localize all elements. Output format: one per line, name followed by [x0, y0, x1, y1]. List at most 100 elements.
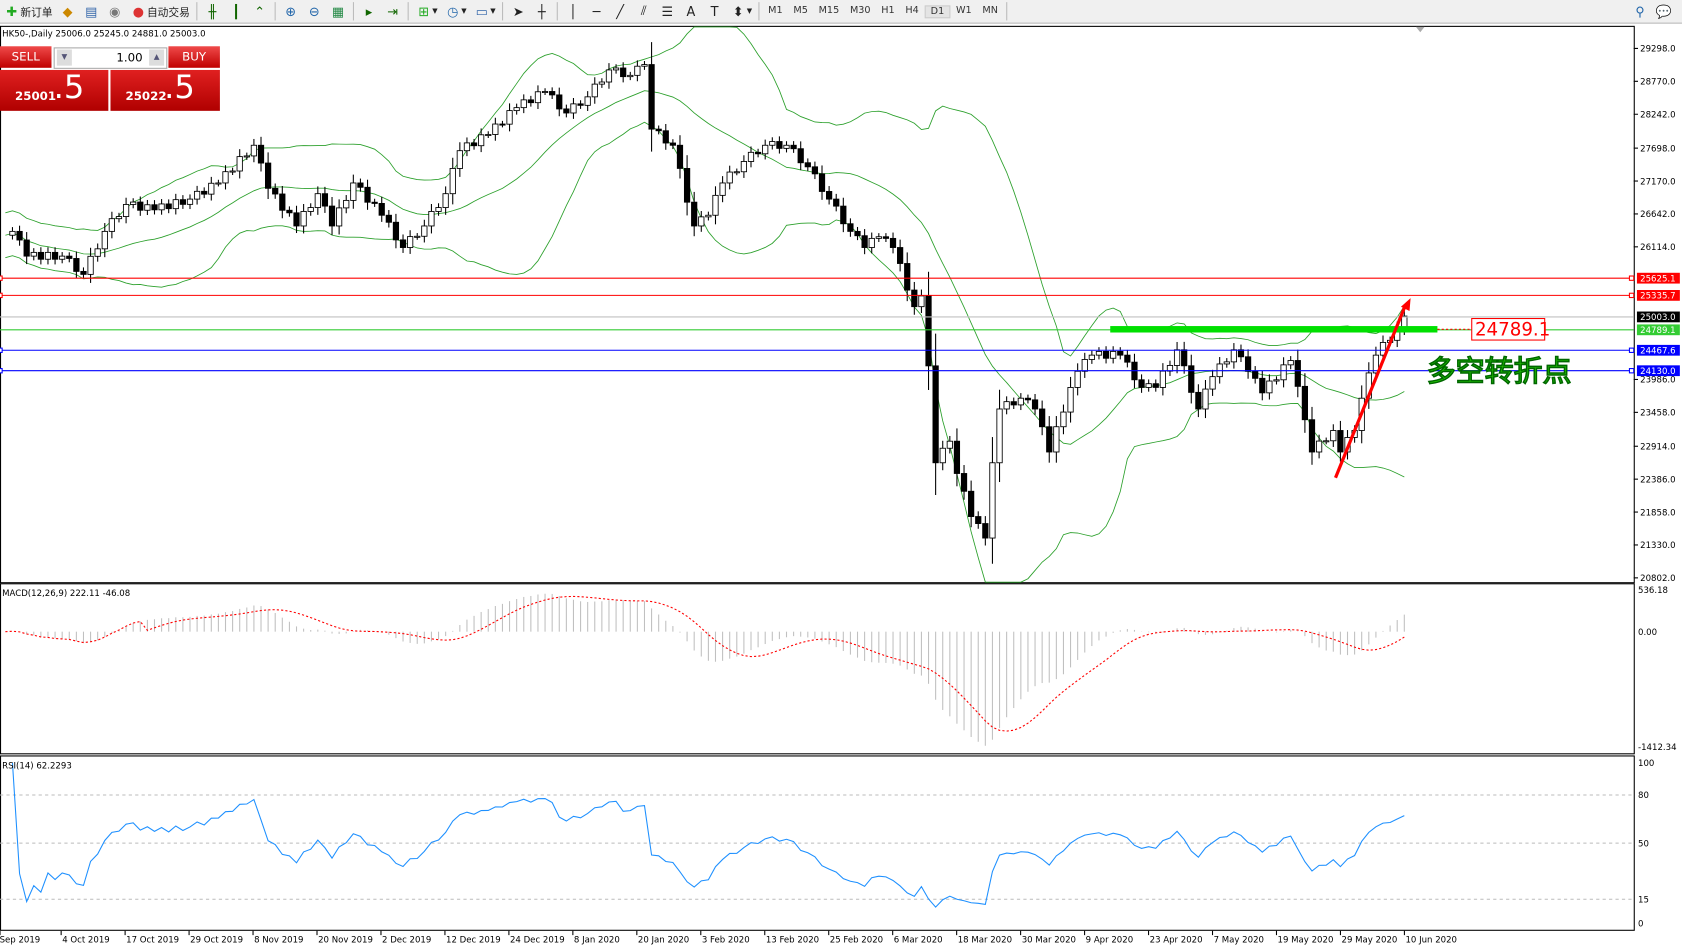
candle [257, 136, 265, 172]
auto-trading-button[interactable]: ● 自动交易 [127, 1, 194, 21]
chat-button[interactable]: 💬 [1652, 1, 1676, 21]
candle [37, 247, 44, 265]
timeframe-d1[interactable]: D1 [924, 4, 951, 18]
bid-price-button[interactable]: 25001 .5 [0, 69, 109, 111]
bull-candle [698, 216, 705, 227]
candle [996, 389, 1003, 483]
bull-candle [1202, 388, 1209, 410]
candle [790, 141, 797, 153]
candle [286, 206, 293, 217]
volume-field[interactable]: ▼ 1.00 ▲ [53, 47, 168, 69]
bollinger-middle-band [5, 90, 1405, 445]
sell-button[interactable]: SELL [0, 46, 52, 68]
bar-chart-button[interactable]: ╫ [201, 1, 225, 21]
timeframe-h4[interactable]: H4 [905, 4, 919, 16]
bear-candle [1195, 391, 1202, 410]
indicators-button[interactable]: ⊞ ▾ [412, 1, 441, 21]
navigator-icon: ▤ [85, 3, 98, 19]
candle [605, 63, 613, 89]
bull-candle [584, 96, 591, 106]
bull-candle [208, 182, 215, 195]
candles [9, 42, 1408, 564]
timeframe-m30[interactable]: M30 [849, 4, 871, 16]
bull-candle [442, 193, 449, 208]
new-order-button[interactable]: ✚ 新订单 [0, 1, 56, 21]
vertical-line-button[interactable]: │ [561, 1, 585, 21]
candle [179, 195, 187, 209]
crosshair-button[interactable]: ┼ [530, 1, 554, 21]
volume-increase-icon[interactable]: ▲ [149, 49, 165, 66]
price-tick-label: 23986.0 [1640, 376, 1675, 386]
text-button[interactable]: A [679, 1, 703, 21]
line-chart-button[interactable]: ⌃ [248, 1, 272, 21]
candle [541, 88, 549, 95]
equidistant-channel-button[interactable]: ⫽ [632, 1, 656, 21]
bull-candle [769, 141, 776, 146]
timeframe-m1[interactable]: M1 [768, 4, 783, 16]
timeframe-mn[interactable]: MN [982, 4, 998, 16]
bear-candle [975, 516, 982, 524]
candle [1017, 393, 1024, 411]
bull-candle [740, 161, 748, 173]
candle [854, 226, 861, 241]
chart-shift-button[interactable]: ⇥ [381, 1, 405, 21]
rsi-line [11, 762, 1405, 908]
zoom-in-button[interactable]: ⊕ [279, 1, 303, 21]
bear-candle [80, 270, 87, 275]
bull-candle [144, 204, 151, 211]
market-watch-button[interactable]: ◆ [56, 1, 80, 21]
bull-candle [1053, 426, 1060, 453]
horizontal-line-button[interactable]: ─ [585, 1, 609, 21]
timeframe-h1[interactable]: H1 [881, 4, 895, 16]
bull-candle [534, 91, 542, 104]
zoom-out-button[interactable]: ⊖ [303, 1, 327, 21]
chart-area[interactable]: 29298.0 28770.0 28242.0 27698.0 27170.0 26642… [0, 24, 1682, 947]
autoscroll-button[interactable]: ▸ [357, 1, 381, 21]
bull-candle [612, 67, 620, 71]
bull-candle [762, 144, 769, 155]
bull-candle [946, 440, 953, 449]
templates-button[interactable]: ▭ ▾ [470, 1, 499, 21]
bull-candle [513, 107, 520, 112]
timeframe-w1[interactable]: W1 [956, 4, 972, 16]
main-pane [0, 25, 1635, 584]
navigator-button[interactable]: ▤ [79, 1, 103, 21]
bull-candle [193, 190, 201, 200]
macd-axis-label: -1412.34 [1638, 743, 1677, 753]
search-button[interactable]: ⚲ [1628, 1, 1652, 21]
candle [747, 146, 755, 168]
volume-decrease-icon[interactable]: ▼ [56, 49, 72, 66]
bull-candle [101, 230, 108, 250]
candle [201, 187, 208, 199]
bear-candle [137, 201, 144, 211]
bull-candle [868, 237, 875, 248]
bear-candle [293, 212, 300, 227]
candle [151, 200, 158, 215]
candle [1145, 379, 1152, 392]
date-tick-label: 7 May 2020 [1214, 936, 1264, 946]
candle [1010, 397, 1017, 410]
arrows-button[interactable]: ⬍ ▾ [726, 1, 755, 21]
bear-candle [1181, 349, 1188, 367]
arrows-icon: ⬍ [732, 3, 744, 19]
trendline-button[interactable]: ╱ [608, 1, 632, 21]
candle [762, 139, 769, 160]
text-label-button[interactable]: T [703, 1, 727, 21]
candle [989, 437, 996, 564]
signals-button[interactable]: ◉ [103, 1, 127, 21]
cursor-button[interactable]: ➤ [506, 1, 530, 21]
tile-windows-button[interactable]: ▦ [326, 1, 350, 21]
candle [158, 199, 165, 215]
indicators-icon: ⊞ [418, 3, 430, 19]
timeframe-m15[interactable]: M15 [818, 4, 840, 16]
buy-button[interactable]: BUY [168, 46, 220, 68]
periods-button[interactable]: ◷ ▾ [441, 1, 470, 21]
separator [352, 2, 354, 21]
bear-candle [73, 258, 80, 272]
bear-candle [1024, 397, 1032, 401]
timeframe-m5[interactable]: M5 [793, 4, 808, 16]
candlestick-button[interactable]: ┃ [224, 1, 248, 21]
fibonacci-button[interactable]: ☰ [656, 1, 680, 21]
candle [534, 85, 542, 110]
ask-price-button[interactable]: 25022 .5 [110, 69, 220, 111]
